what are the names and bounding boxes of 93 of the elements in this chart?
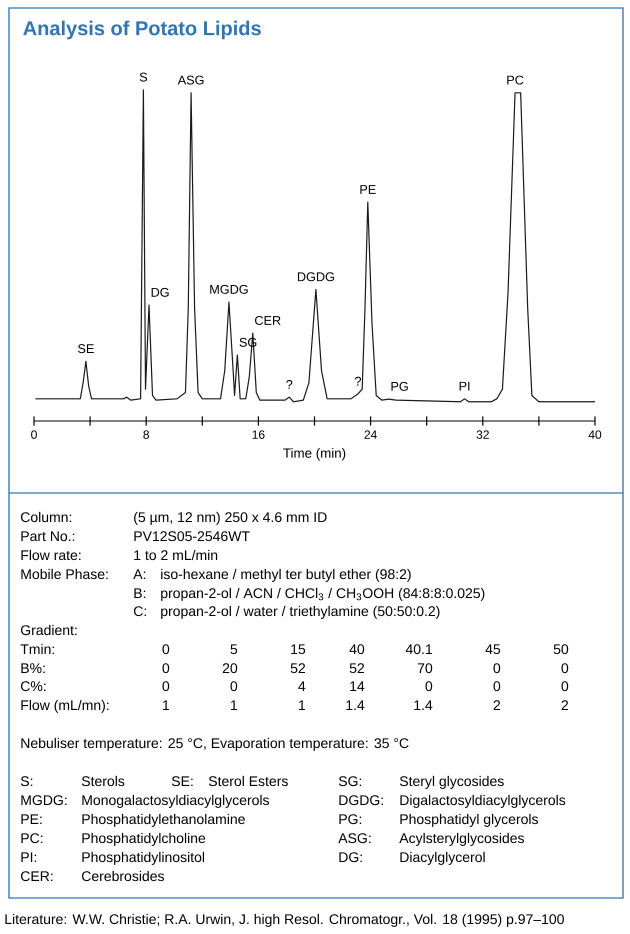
text: Cerebrosides <box>82 870 164 882</box>
text: propan-2-ol / water / triethylamine (50:50:0.2) <box>161 606 440 619</box>
text: 1 <box>163 700 170 710</box>
text: 1 <box>299 700 306 710</box>
annotation: DGDG <box>298 272 334 282</box>
text: Diacylglycerol <box>400 852 485 865</box>
text: Sterol Esters <box>208 776 288 786</box>
text: Mobile Phase: <box>21 568 108 580</box>
text: 52 <box>290 663 306 674</box>
x-axis-title: Time (min) <box>283 448 346 460</box>
text: (5 µm, 12 nm) 250 x 4.6 mm ID <box>134 512 327 525</box>
x-tick-label: 16 <box>252 430 265 439</box>
text: iso-hexane / methyl ter butyl ether (98:2) <box>161 568 411 582</box>
text: 2 <box>562 700 568 710</box>
annotation: ? <box>354 376 362 386</box>
text: MGDG: <box>21 795 66 806</box>
text: 0 <box>162 681 170 692</box>
text: PE: <box>21 814 42 824</box>
text: Phosphatidyl glycerols <box>400 814 538 827</box>
annotation: ASG <box>178 76 204 85</box>
x-tick-label: 8 <box>143 430 150 439</box>
annotation: SE <box>78 344 94 354</box>
text: Tmin: <box>20 644 54 654</box>
text: Phosphatidylethanolamine <box>82 814 245 827</box>
text: 15 <box>291 644 306 654</box>
text: 1 to 2 mL/min <box>134 550 218 560</box>
text: propan-2-ol / ACN / CHCl$_{3}$ / CH$_{3}$OOH (84:8:8:0.025) <box>161 588 484 601</box>
annotation: MGDG <box>210 284 248 294</box>
text: Sterols <box>82 776 124 786</box>
text: DG: <box>339 852 362 862</box>
text: 40.1 <box>406 644 432 654</box>
text: PC: <box>21 833 42 844</box>
text: Digalactosyldiacylglycerols <box>400 794 566 808</box>
annotation: PC <box>507 76 524 85</box>
text: Phosphatidylinositol <box>82 852 204 865</box>
text: 70 <box>418 663 432 674</box>
text: 0 <box>162 663 170 674</box>
text: PV12S05-2546WT <box>134 531 250 542</box>
x-tick-label: 24 <box>364 430 377 439</box>
annotation: DG <box>152 288 169 297</box>
text: 1 <box>231 700 238 710</box>
text: C%: <box>20 681 46 692</box>
text: A: <box>133 569 146 579</box>
text: Flow (mL/mn): <box>21 700 108 713</box>
text: 1.4 <box>346 700 364 710</box>
text: 14 <box>350 681 364 691</box>
text: 1.4 <box>414 700 432 710</box>
text: PG: <box>339 814 362 824</box>
text: Flow rate: <box>21 550 80 560</box>
text: 0 <box>162 644 170 654</box>
text: Part No.: <box>21 531 74 542</box>
text: 5 <box>230 644 238 654</box>
text: PI: <box>21 852 36 862</box>
text: 0 <box>493 663 500 674</box>
annotation: S <box>140 72 148 82</box>
text: Literature: W.W. Christie; R.A. Urwin, J. high Resol. Chromatogr., Vol. 18 (1995) p.97–100 <box>5 914 564 927</box>
text: 0 <box>561 681 568 692</box>
text: SG: <box>338 776 362 786</box>
text: 40 <box>349 644 364 654</box>
text: S: <box>20 776 32 786</box>
text: B: <box>134 588 146 598</box>
text: 2 <box>494 700 500 710</box>
text: Gradient: <box>20 624 77 636</box>
text: 45 <box>485 644 500 654</box>
text: Column: <box>20 512 72 522</box>
text: Phosphatidylcholine <box>82 832 206 846</box>
text: B%: <box>21 663 45 674</box>
text: 0 <box>425 681 432 692</box>
text: CER: <box>20 871 52 882</box>
x-tick-label: 40 <box>588 430 602 439</box>
text: 4 <box>298 681 306 691</box>
text: 52 <box>350 663 364 674</box>
chart-title: Analysis of Potato Lipids <box>23 20 261 40</box>
text: Nebuliser temperature: 25 °C, Evaporation temperature: 35 °C <box>21 738 409 751</box>
text: 50 <box>554 644 568 654</box>
annotation: ? <box>286 380 292 389</box>
annotation: CER <box>255 316 281 325</box>
text: 20 <box>222 663 238 674</box>
text: ASG: <box>338 833 370 844</box>
annotation: PI <box>460 382 470 391</box>
text: Monogalactosyldiacylglycerols <box>82 794 270 808</box>
text: Steryl glycosides <box>400 776 504 789</box>
text: DGDG: <box>339 795 383 806</box>
text: 0 <box>561 663 568 674</box>
text: C: <box>134 606 146 616</box>
annotation: PE <box>360 185 376 194</box>
text: SE: <box>172 776 193 786</box>
text: Acylsterylglycosides <box>399 832 524 846</box>
x-tick-label: 0 <box>31 430 37 439</box>
text: 0 <box>493 681 500 692</box>
annotation: PG <box>391 382 408 391</box>
text: 0 <box>230 681 238 692</box>
x-tick-label: 32 <box>476 430 489 439</box>
